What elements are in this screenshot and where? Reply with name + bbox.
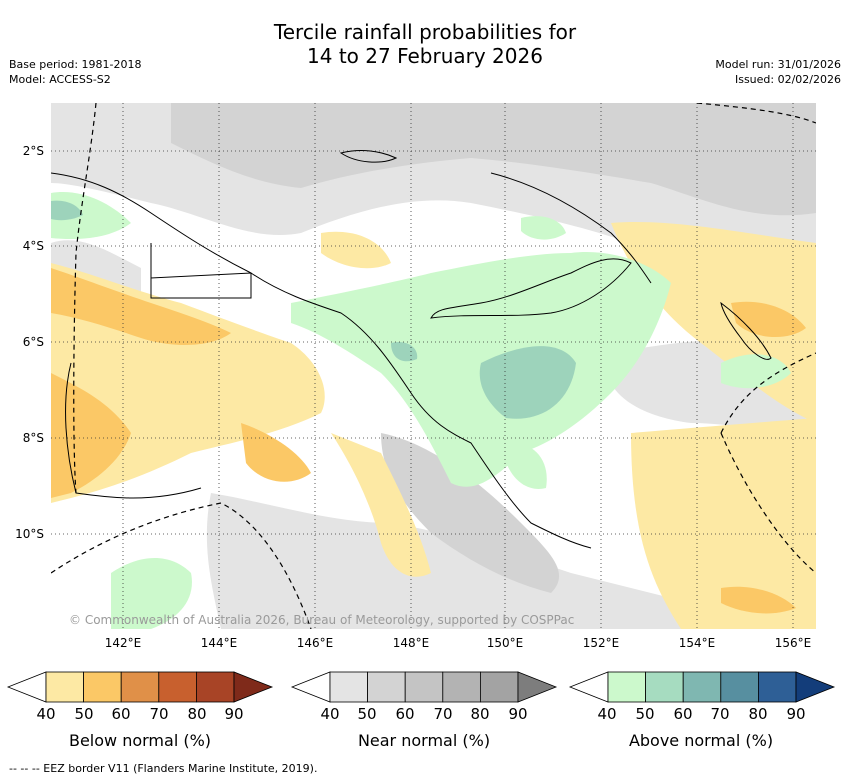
colorbar-bin xyxy=(404,671,444,703)
colorbar-bin xyxy=(83,671,122,703)
below-normal-west-core xyxy=(51,268,231,345)
colorbar-bin xyxy=(479,671,519,703)
lat-label-6s: 6°S xyxy=(22,335,44,349)
above-normal-northwest-core xyxy=(51,200,83,221)
lon-label-152e: 152°E xyxy=(582,636,620,650)
colorbar-extend-high xyxy=(795,671,836,703)
colorbar-above-label: Above normal (%) xyxy=(628,731,774,750)
lat-label-2s: 2°S xyxy=(22,144,44,158)
colorbar-above xyxy=(568,671,836,703)
meta-right: Model run: 31/01/2026 Issued: 02/02/2026 xyxy=(715,57,841,87)
new-ireland-coast xyxy=(490,172,652,284)
below-normal-southwest xyxy=(51,373,131,498)
coastlines xyxy=(51,150,772,549)
eez-footnote: -- -- -- EEZ border V11 (Flanders Marine… xyxy=(9,762,318,775)
below-normal-southeast-core xyxy=(721,586,796,614)
lon-label-144e: 144°E xyxy=(200,636,238,650)
near-normal-south-dark xyxy=(381,433,560,593)
above-normal-southwest xyxy=(111,558,192,629)
colorbar-extend-low xyxy=(290,671,331,703)
cb-below-tick-40: 40 xyxy=(36,705,56,723)
map-area xyxy=(51,103,816,629)
colorbar-bin xyxy=(758,671,797,703)
meta-left: Base period: 1981-2018 Model: ACCESS-S2 xyxy=(9,57,141,87)
cb-above-tick-60: 60 xyxy=(673,705,693,723)
cb-below-tick-70: 70 xyxy=(149,705,169,723)
above-normal-center-core xyxy=(479,346,576,419)
title-line-1: Tercile rainfall probabilities for xyxy=(273,20,577,44)
copyright-note: © Commonwealth of Australia 2026, Bureau… xyxy=(69,613,575,627)
colorbar-bin xyxy=(682,671,722,703)
cb-near-tick-80: 80 xyxy=(470,705,490,723)
above-normal-southcentral xyxy=(501,442,547,489)
below-normal-regions xyxy=(51,222,816,629)
base-period: Base period: 1981-2018 xyxy=(9,58,142,71)
colorbars-svg xyxy=(6,671,836,703)
above-normal-pocket xyxy=(391,341,418,362)
cb-above-tick-50: 50 xyxy=(635,705,655,723)
colorbar-bin xyxy=(120,671,160,703)
cb-below-tick-80: 80 xyxy=(187,705,207,723)
colorbar-extend-high xyxy=(517,671,558,703)
below-normal-central xyxy=(321,231,391,269)
colorbar-extend-low xyxy=(6,671,47,703)
cb-above-tick-70: 70 xyxy=(710,705,730,723)
below-normal-southeast xyxy=(631,418,816,629)
colorbar-below xyxy=(6,671,274,703)
cb-below-tick-50: 50 xyxy=(74,705,94,723)
lon-label-148e: 148°E xyxy=(392,636,430,650)
colorbar-bin xyxy=(329,671,368,703)
eez-borders xyxy=(51,103,816,629)
lat-label-8s: 8°S xyxy=(22,431,44,445)
cb-near-tick-70: 70 xyxy=(433,705,453,723)
near-normal-north-dark xyxy=(171,103,816,216)
cb-above-tick-40: 40 xyxy=(597,705,617,723)
above-normal-north xyxy=(521,216,566,240)
cb-above-tick-90: 90 xyxy=(786,705,806,723)
below-normal-south-strip xyxy=(331,433,431,577)
below-normal-south-core xyxy=(241,423,311,482)
colorbar-bin xyxy=(158,671,197,703)
lat-label-10s: 10°S xyxy=(15,527,44,541)
cb-near-tick-90: 90 xyxy=(508,705,528,723)
cb-near-tick-50: 50 xyxy=(357,705,377,723)
colorbar-extend-low xyxy=(568,671,609,703)
model-run: Model run: 31/01/2026 xyxy=(715,58,841,71)
lon-label-142e: 142°E xyxy=(104,636,142,650)
cb-near-tick-60: 60 xyxy=(395,705,415,723)
new-britain-coast xyxy=(430,258,632,319)
colorbar-bin xyxy=(607,671,646,703)
colorbar-bin xyxy=(442,671,481,703)
lat-label-4s: 4°S xyxy=(22,239,44,253)
bougainville-coast xyxy=(720,301,772,360)
model-name: Model: ACCESS-S2 xyxy=(9,73,111,86)
lon-label-154e: 154°E xyxy=(678,636,716,650)
colorbar-bin xyxy=(720,671,759,703)
colorbar-bin xyxy=(195,671,235,703)
colorbar-bin xyxy=(367,671,406,703)
above-normal-east xyxy=(721,354,791,389)
colorbar-bin xyxy=(645,671,684,703)
colorbar-below-label: Below normal (%) xyxy=(68,731,212,750)
above-normal-regions xyxy=(51,192,791,629)
near-normal-south xyxy=(206,493,692,629)
cb-below-tick-90: 90 xyxy=(224,705,244,723)
lon-label-156e: 156°E xyxy=(774,636,812,650)
colorbar-bin xyxy=(45,671,84,703)
colorbar-extend-high xyxy=(233,671,274,703)
title-line-2: 14 to 27 February 2026 xyxy=(307,44,543,68)
lon-label-146e: 146°E xyxy=(296,636,334,650)
issued-date: Issued: 02/02/2026 xyxy=(734,73,841,86)
cb-near-tick-40: 40 xyxy=(320,705,340,723)
map-title: Tercile rainfall probabilities for 14 to… xyxy=(0,20,850,68)
colorbar-near xyxy=(290,671,558,703)
colorbar-near-label: Near normal (%) xyxy=(357,731,491,750)
map-svg xyxy=(51,103,816,629)
manus-coast xyxy=(339,150,398,163)
cb-above-tick-80: 80 xyxy=(748,705,768,723)
cb-below-tick-60: 60 xyxy=(111,705,131,723)
lon-label-150e: 150°E xyxy=(486,636,524,650)
